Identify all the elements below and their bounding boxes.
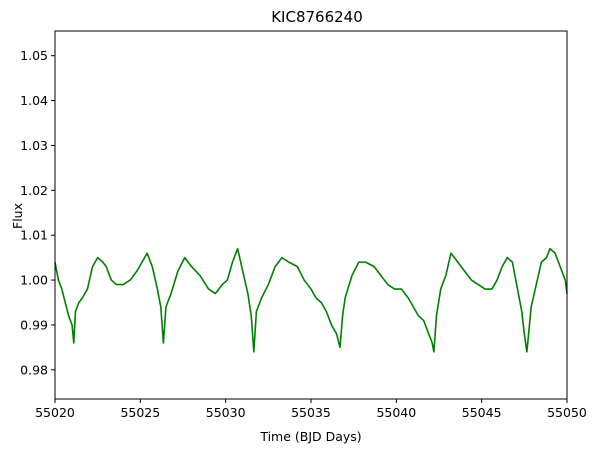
plot-frame	[54, 30, 568, 400]
x-tick-label: 55050	[547, 405, 587, 420]
y-tick-label: 0.98	[20, 362, 48, 377]
chart-title: KIC8766240	[271, 8, 363, 26]
y-axis: 0.98 0.99 1.00 1.01 1.02 1.03 1.04 1.05	[20, 48, 55, 377]
y-tick-label: 1.01	[20, 228, 48, 243]
flux-series-line	[54, 247, 568, 353]
y-axis-label: Flux	[10, 203, 25, 229]
x-tick-label: 55045	[462, 405, 502, 420]
y-tick-label: 1.05	[20, 48, 48, 63]
x-axis-label: Time (BJD Days)	[259, 429, 361, 444]
x-tick-label: 55040	[376, 405, 416, 420]
y-tick-label: 1.02	[20, 183, 48, 198]
y-tick-label: 1.00	[20, 273, 48, 288]
x-tick-label: 55030	[206, 405, 246, 420]
y-tick-label: 1.04	[20, 93, 48, 108]
x-tick-label: 55025	[120, 405, 160, 420]
plot-area	[54, 247, 568, 353]
x-axis: 55020 55025 55030 55035 55040 55045 55050	[35, 399, 587, 420]
y-tick-label: 1.03	[20, 138, 48, 153]
x-tick-label: 55035	[291, 405, 331, 420]
y-tick-label: 0.99	[20, 317, 48, 332]
x-tick-label: 55020	[35, 405, 75, 420]
